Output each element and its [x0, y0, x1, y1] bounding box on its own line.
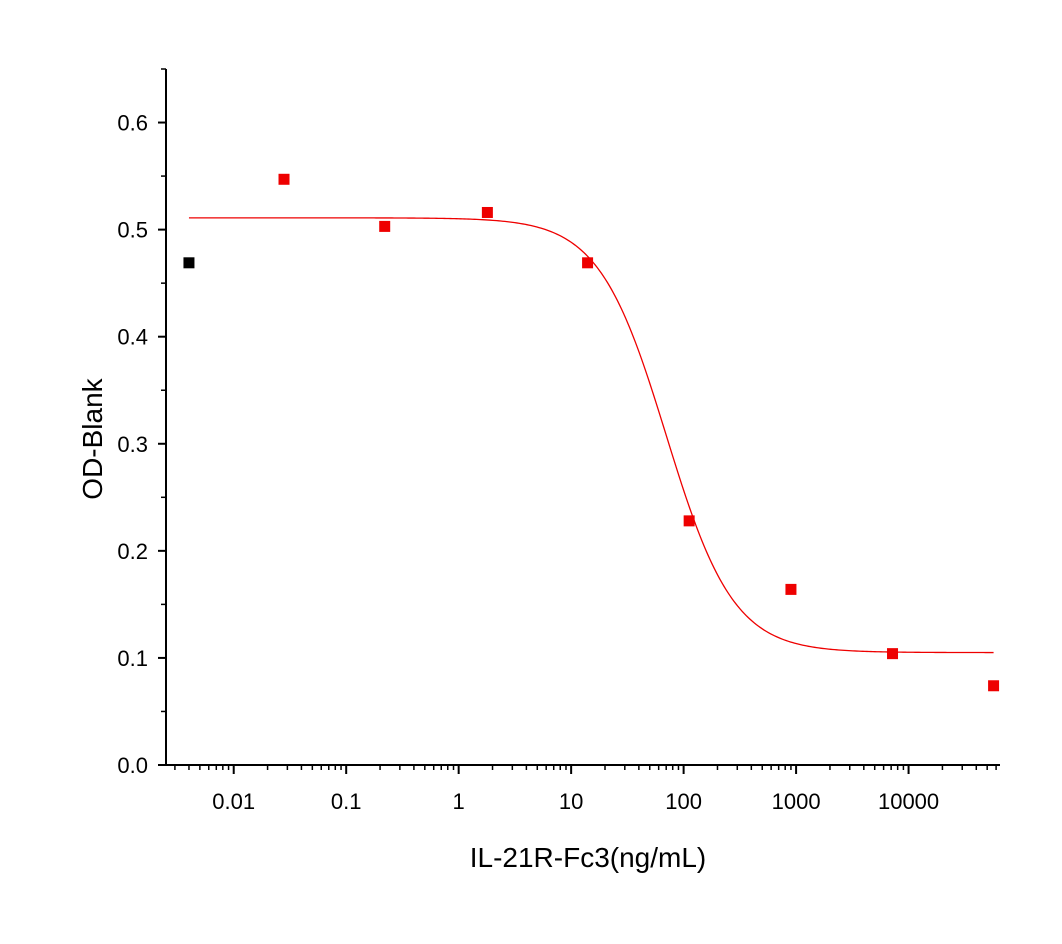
- y-axis-minor-ticks: [161, 68, 166, 713]
- y-tick-label: 0.4: [117, 325, 148, 350]
- y-tick-label: 0.6: [117, 111, 148, 136]
- x-axis-title: IL-21R-Fc3(ng/mL): [470, 842, 707, 873]
- data-point: [582, 257, 594, 269]
- x-axis-major-ticks: [232, 765, 910, 774]
- y-axis-tick-labels: 0.0 0.1 0.2 0.3 0.4 0.5 0.6: [117, 111, 148, 778]
- data-point: [683, 515, 695, 527]
- y-tick-label: 0.3: [117, 432, 148, 457]
- x-tick-label: 100: [665, 789, 702, 814]
- fit-curve: [188, 217, 994, 654]
- data-point: [785, 583, 797, 595]
- x-axis-tick-labels: 0.01 0.1 1 10 100 1000 10000: [212, 789, 939, 814]
- data-point: [988, 680, 1000, 692]
- data-points: [183, 173, 1000, 692]
- x-tick-label: 10000: [878, 789, 939, 814]
- x-tick-label: 1: [453, 789, 465, 814]
- x-tick-label: 0.1: [331, 789, 362, 814]
- y-tick-label: 0.5: [117, 218, 148, 243]
- data-point: [379, 220, 391, 232]
- x-tick-label: 1000: [772, 789, 821, 814]
- y-axis-title: OD-Blank: [77, 377, 108, 499]
- data-point: [278, 173, 290, 185]
- data-point: [183, 257, 195, 269]
- y-tick-label: 0.1: [117, 646, 148, 671]
- x-tick-label: 0.01: [212, 789, 255, 814]
- y-tick-label: 0.0: [117, 753, 148, 778]
- y-tick-label: 0.2: [117, 539, 148, 564]
- y-axis-major-ticks: [158, 121, 166, 766]
- data-point: [481, 206, 493, 218]
- x-tick-label: 10: [559, 789, 583, 814]
- data-point: [887, 648, 899, 660]
